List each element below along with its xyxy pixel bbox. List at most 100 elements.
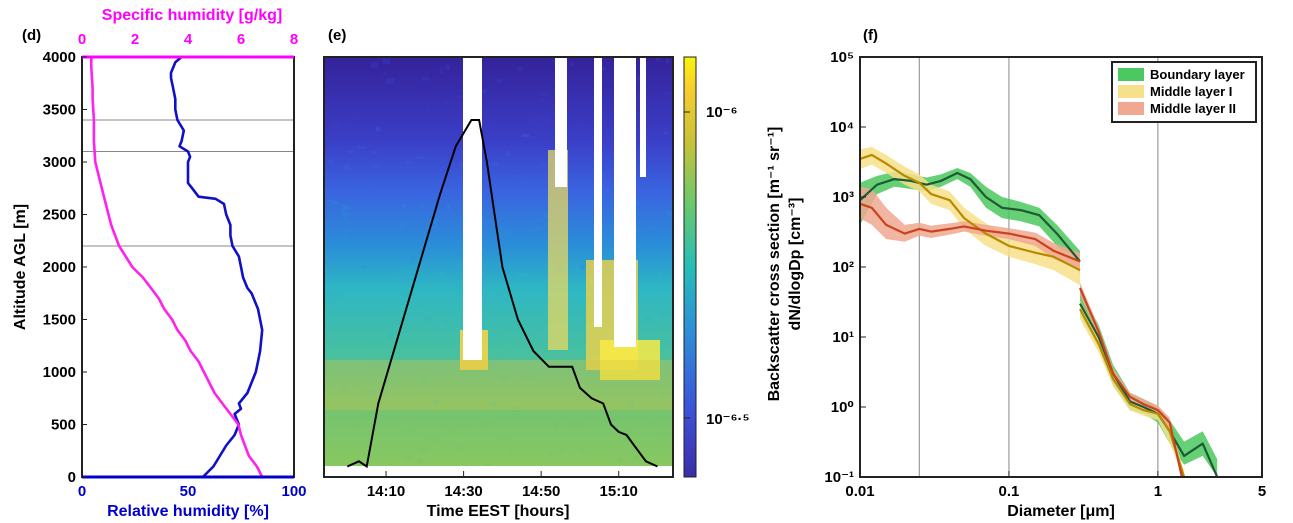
d-y-tick-label: 2000 — [43, 259, 76, 276]
d-series — [90, 56, 264, 478]
e-texture-cell — [324, 261, 330, 264]
e-texture-cell — [343, 164, 350, 169]
e-texture-cell — [328, 199, 336, 202]
e-texture-cell — [383, 380, 392, 386]
d-y-tick-label: 500 — [51, 417, 76, 434]
f-legend-swatch — [1118, 102, 1144, 115]
e-texture-cell — [339, 387, 349, 391]
e-x-tick-label: 14:50 — [522, 483, 560, 500]
e-texture-cell — [481, 367, 487, 374]
f-uncertainty-band — [860, 168, 1080, 274]
f-x-tick-label: 0.1 — [999, 483, 1020, 500]
e-texture-cell — [553, 424, 558, 427]
e-plot-frame — [323, 56, 674, 478]
e-texture-cell — [661, 432, 667, 435]
panel-f: (f) Backscatter cross section [m⁻¹ sr⁻¹]… — [766, 27, 1266, 520]
e-texture-cell — [456, 94, 463, 98]
e-texture-cell — [658, 273, 663, 277]
e-gap — [640, 57, 646, 177]
e-texture-cell — [511, 405, 520, 409]
e-texture-cell — [340, 230, 348, 235]
e-texture-cell — [350, 427, 355, 430]
e-texture-cell — [505, 150, 510, 157]
e-texture-cell — [657, 193, 663, 198]
e-texture-cell — [430, 438, 438, 442]
e-texture-cell — [574, 325, 579, 329]
e-texture-cell — [600, 67, 607, 71]
e-texture-cell — [483, 423, 490, 428]
e-texture-cell — [486, 162, 494, 166]
e-gap — [614, 57, 636, 347]
e-texture-cell — [371, 151, 378, 154]
e-texture-cell — [620, 430, 629, 436]
e-missing-data — [324, 57, 673, 477]
e-texture-cell — [346, 206, 351, 210]
e-texture-cell — [500, 375, 507, 381]
f-series-line — [1079, 308, 1186, 477]
e-texture-cell — [604, 230, 608, 233]
e-texture-cell — [383, 391, 390, 396]
e-texture-cell — [420, 205, 426, 208]
d-relative-humidity-line — [169, 56, 264, 478]
e-texture-cell — [628, 402, 634, 409]
f-x-tick-label: 1 — [1154, 483, 1162, 500]
e-texture-cell — [416, 156, 424, 159]
f-series-line — [860, 202, 1081, 263]
f-uncertainty-band — [1080, 291, 1218, 477]
e-texture-cell — [385, 78, 395, 84]
e-texture-cell — [576, 191, 581, 196]
e-texture-cell — [617, 457, 623, 462]
e-texture-cell — [370, 361, 378, 367]
e-ticks: 14:10 14:30 14:50 15:10 — [367, 471, 638, 500]
e-texture-cell — [473, 443, 478, 447]
e-gap — [463, 57, 482, 360]
e-texture-cell — [361, 265, 367, 269]
e-texture-cell — [501, 230, 510, 236]
e-texture-cell — [382, 72, 387, 75]
e-texture-cell — [446, 426, 454, 430]
d-top-tick-label: 0 — [78, 31, 86, 48]
e-texture-cell — [544, 118, 554, 123]
e-texture-cell — [446, 204, 451, 210]
e-texture-cell — [529, 229, 535, 235]
e-texture-cell — [647, 418, 655, 423]
e-texture-cell — [490, 361, 495, 368]
panel-d: (d) Specific humidity [g/kg] Relative hu… — [12, 7, 307, 520]
f-y-tick-label: 10⁻¹ — [824, 469, 854, 486]
e-texture-cell — [366, 243, 375, 247]
e-texture-cell — [328, 160, 333, 164]
e-texture-cell — [363, 194, 367, 199]
e-texture-cell — [348, 124, 353, 130]
e-texture-cell — [382, 58, 391, 65]
e-texture-cell — [412, 256, 417, 261]
e-gap-bottom — [324, 466, 673, 477]
e-texture-cell — [497, 352, 506, 358]
d-y-tick-label: 3500 — [43, 102, 76, 119]
e-texture-cell — [569, 63, 574, 67]
e-texture-cell — [665, 211, 673, 217]
e-colorbar — [683, 56, 697, 478]
d-bottom-axis-label: Relative humidity [%] — [107, 503, 269, 520]
e-texture-cell — [483, 289, 492, 292]
e-texture-cell — [332, 201, 340, 205]
f-series — [860, 146, 1219, 477]
e-texture-cell — [579, 263, 584, 269]
e-texture-cell — [541, 163, 547, 167]
e-texture-cell — [370, 62, 379, 68]
f-legend-label: Boundary layer — [1150, 67, 1245, 82]
e-texture-cell — [531, 117, 539, 123]
e-texture-cell — [393, 278, 399, 281]
e-texture-cell — [511, 174, 517, 178]
e-texture-cell — [496, 78, 502, 83]
d-y-tick-label: 2500 — [43, 207, 76, 224]
e-texture-cell — [569, 282, 574, 288]
e-texture-cell — [410, 373, 414, 376]
e-texture-cell — [367, 390, 377, 394]
e-texture-cell — [554, 422, 559, 428]
d-y-axis-label: Altitude AGL [m] — [12, 204, 29, 330]
e-x-tick-label: 15:10 — [600, 483, 638, 500]
f-legend-label: Middle layer II — [1150, 101, 1236, 116]
e-texture-cell — [418, 378, 427, 385]
d-top-axis-label: Specific humidity [g/kg] — [102, 7, 282, 24]
